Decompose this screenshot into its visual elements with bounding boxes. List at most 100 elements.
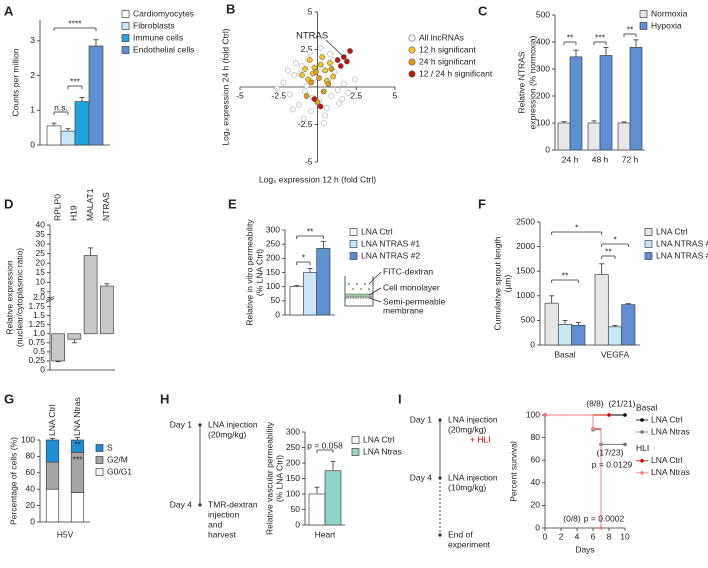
y-tick-label: 35 (36, 229, 46, 239)
x-axis-label: Log₂ expression 12 h (fold Ctrl) (259, 174, 376, 184)
schematic-label: Semi-permeable (383, 296, 446, 306)
scatter-point (320, 120, 327, 126)
y-tick-label: 0 (40, 364, 45, 374)
panel-letter: A (4, 3, 14, 18)
y-tick-label: 60 (26, 467, 36, 477)
scatter-point (300, 115, 307, 122)
y-tick-label: 0 (30, 516, 35, 526)
annotation: ** (605, 246, 612, 256)
y-axis-label: (% LNA Ctrl) (274, 455, 284, 502)
annotation: p = 0.058 (307, 440, 343, 450)
scatter-point (292, 60, 299, 66)
y-tick-label: 1.5 (33, 310, 45, 320)
timeline-point (438, 476, 442, 480)
well-insert (344, 276, 374, 307)
legend-label: LNA Ntras (363, 446, 402, 456)
y-tick-label: 0 (545, 144, 550, 154)
timeline-text: LNA injection (208, 419, 258, 429)
y-tick-label: 2 (30, 70, 35, 80)
scatter-point (351, 76, 358, 83)
scatter-point (299, 72, 305, 78)
scatter-point (334, 87, 341, 93)
x-tick-label: 10 (620, 531, 630, 541)
y-axis-label: Relative in vitro permeability (244, 219, 254, 326)
y-tick-label: 0 (295, 519, 300, 529)
y-tick-label: -2.5 (298, 119, 313, 129)
legend-marker (408, 58, 416, 66)
scatter-point (303, 82, 310, 89)
dextran-dot (360, 288, 362, 290)
schematic-label: membrane (383, 305, 424, 315)
scatter-point (319, 54, 325, 60)
bar (599, 55, 613, 151)
y-tick-label: 20 (531, 500, 541, 510)
timeline-text: (10mg/kg) (448, 482, 486, 492)
y-axis-label: Relative vascular permeability (264, 421, 274, 535)
y-tick-label: 50 (291, 504, 301, 514)
y-tick-label: 1.0 (33, 328, 45, 338)
legend-label: 12 / 24 h significant (419, 68, 493, 78)
bar (289, 286, 304, 316)
legend-label: S (107, 442, 113, 452)
legend-label: Cardiomyocytes (133, 8, 194, 18)
y-tick-label: 100 (536, 117, 550, 127)
legend-label: LNA NTRAS #2 (656, 250, 708, 260)
bar (60, 130, 76, 146)
bar (46, 125, 62, 146)
y-tick-label: 1.25 (28, 319, 45, 329)
timeline-extra: + HLI (470, 434, 491, 444)
legend-label: 24 h significant (419, 56, 476, 66)
scatter-point (328, 93, 335, 99)
panel-letter: G (4, 391, 14, 406)
cell-monolayer (344, 293, 374, 298)
legend-swatch (95, 444, 104, 452)
timeline-day: Day 4 (410, 472, 432, 482)
y-tick-label: 250 (286, 442, 300, 452)
timeline-text: experiment (448, 539, 491, 549)
scatter-point (317, 45, 324, 51)
panel-letter: F (478, 196, 486, 211)
y-tick-label: 300 (536, 63, 550, 73)
dextran-dot (348, 283, 350, 285)
scatter-point (347, 48, 353, 54)
y-tick-label: 200 (266, 253, 280, 263)
y-tick-label: 200 (536, 90, 550, 100)
y-tick-label: 500 (521, 315, 535, 325)
legend-swatch (349, 252, 358, 260)
annotation: ** (567, 32, 574, 42)
annotation: n.s. (54, 102, 68, 112)
legend-label: LNA Ctrl (651, 414, 683, 424)
scatter-point (327, 51, 333, 57)
annotation: ** (307, 226, 314, 236)
scatter-point (323, 105, 330, 111)
x-tick-label: 0 (543, 531, 548, 541)
scatter-point (296, 102, 302, 108)
timeline-text: TMR-dextran (208, 499, 258, 509)
y-tick-label: 250 (266, 238, 280, 248)
legend-marker (408, 34, 416, 42)
y-tick-label: 60 (531, 454, 541, 464)
category-label: 48 h (592, 154, 609, 164)
legend-marker (640, 459, 644, 463)
x-tick-label: 8 (607, 531, 612, 541)
timeline-point (438, 533, 442, 537)
timeline-text: injection (208, 509, 239, 519)
legend-label: LNA Ctrl (651, 455, 683, 465)
panel-letter: E (228, 196, 237, 211)
y-tick-label: 500 (536, 9, 550, 19)
y-axis-label: Percentage of cells (%) (8, 437, 18, 525)
y-tick-label: 100 (526, 409, 540, 419)
panel-letter: I (398, 391, 402, 406)
y-axis-label: Log₂ expression 24 h (fold Ctrl) (220, 28, 230, 145)
category-label: H19 (69, 205, 79, 221)
category-label: MALAT1 (85, 188, 95, 221)
bar (83, 255, 98, 335)
y-tick-label: 1.75 (28, 301, 45, 311)
x-tick-label: 2.5 (350, 90, 362, 100)
y-axis-label: (nuclear/cytoplasmic ratio) (14, 248, 24, 347)
timeline-day: Day 1 (170, 419, 192, 429)
y-tick-label: 0 (30, 139, 35, 149)
scatter-point (322, 112, 329, 119)
legend-marker (408, 70, 416, 78)
annotation: p = 0.0129 (592, 459, 633, 469)
